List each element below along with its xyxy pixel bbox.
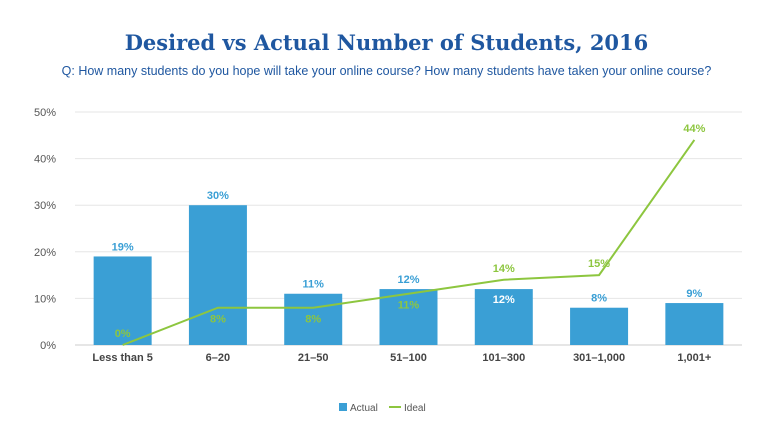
- y-tick-label: 50%: [34, 107, 56, 119]
- x-tick-label: Less than 5: [92, 352, 153, 364]
- line-data-label: 11%: [398, 300, 420, 312]
- y-tick-label: 40%: [34, 154, 56, 166]
- line-data-label: 8%: [305, 314, 321, 326]
- x-tick-label: 101–300: [482, 352, 525, 364]
- ideal-line: [122, 139, 696, 346]
- x-tick-label: 301–1,000: [573, 352, 625, 364]
- legend-label-actual: Actual: [350, 403, 378, 414]
- x-tick-label: 6–20: [206, 352, 230, 364]
- x-tick-label: 51–100: [390, 352, 427, 364]
- bar-data-label: 9%: [686, 288, 702, 300]
- bar-data-label: 19%: [112, 241, 134, 253]
- y-tick-label: 0%: [40, 340, 56, 352]
- line-data-label: 44%: [683, 123, 705, 135]
- bar: [474, 289, 533, 345]
- line-data-label: 15%: [588, 258, 610, 270]
- chart-title: Desired vs Actual Number of Students, 20…: [124, 30, 649, 55]
- bar: [188, 205, 247, 345]
- legend-label-ideal: Ideal: [404, 403, 426, 414]
- bar-data-label: 30%: [207, 190, 229, 202]
- bar-data-label: 11%: [303, 279, 325, 291]
- x-tick-label: 21–50: [298, 352, 329, 364]
- line-data-label: 0%: [115, 328, 131, 340]
- bar-data-label: 12%: [397, 274, 419, 286]
- bar: [570, 307, 629, 345]
- bar: [665, 303, 724, 345]
- line-data-label: 14%: [493, 263, 515, 275]
- bar: [284, 293, 343, 345]
- bar-data-label: 12%: [493, 294, 515, 306]
- bar: [93, 256, 152, 345]
- bar-data-label: 8%: [591, 293, 607, 305]
- y-tick-label: 30%: [34, 200, 56, 212]
- bar: [379, 289, 438, 345]
- x-tick-label: 1,001+: [677, 352, 711, 364]
- legend-swatch-actual: [339, 403, 347, 411]
- line-data-label: 8%: [210, 314, 226, 326]
- y-tick-label: 20%: [34, 247, 56, 259]
- y-tick-label: 10%: [34, 293, 56, 305]
- chart-subtitle: Q: How many students do you hope will ta…: [61, 64, 712, 78]
